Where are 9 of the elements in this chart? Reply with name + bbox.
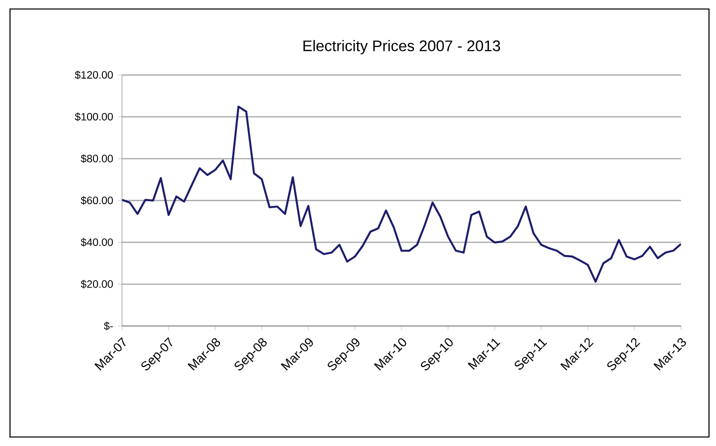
y-tick-label: $60.00: [80, 196, 113, 205]
y-tick-label: $120.00: [74, 70, 113, 80]
y-tick-label: $20.00: [80, 280, 113, 288]
y-tick-label: $-: [104, 322, 113, 330]
chart-title: Electricity Prices 2007 - 2013: [303, 40, 500, 54]
line-series: [122, 106, 682, 283]
y-tick-label: $80.00: [80, 154, 113, 163]
y-tick-label: $100.00: [74, 112, 113, 122]
y-tick-label: $40.00: [80, 238, 113, 247]
